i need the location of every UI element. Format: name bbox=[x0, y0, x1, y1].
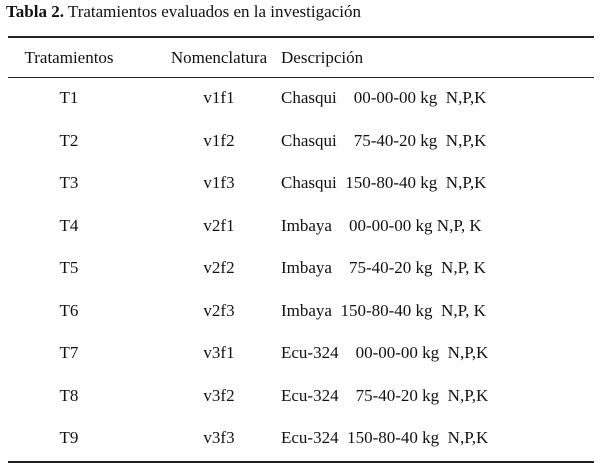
treatment-cell: T9 bbox=[59, 428, 79, 448]
nomenclature-cell: v3f2 bbox=[203, 385, 235, 405]
description-cell: Chasqui 75-40-20 kg N,P,K bbox=[281, 130, 487, 150]
treatment-cell: T5 bbox=[59, 258, 79, 278]
header-descripcion: Descripción bbox=[281, 47, 364, 67]
description-cell: Chasqui 150-80-40 kg N,P,K bbox=[281, 173, 487, 193]
table-row: T3 v1f3 Chasqui 150-80-40 kg N,P,K bbox=[8, 162, 594, 205]
nomenclature-cell: v2f2 bbox=[203, 258, 235, 278]
description-cell: Imbaya 00-00-00 kg N,P, K bbox=[281, 215, 482, 235]
header-tratamientos: Tratamientos bbox=[24, 47, 114, 67]
table-caption: Tabla 2. Tratamientos evaluados en la in… bbox=[6, 2, 361, 22]
table-row: T9 v3f3 Ecu-324 150-80-40 kg N,P,K bbox=[8, 417, 594, 460]
nomenclature-cell: v3f3 bbox=[203, 428, 235, 448]
table-header-rule bbox=[8, 77, 594, 78]
description-cell: Imbaya 75-40-20 kg N,P, K bbox=[281, 258, 486, 278]
nomenclature-cell: v1f1 bbox=[203, 88, 235, 108]
table-body: T1 v1f1 Chasqui 00-00-00 kg N,P,K T2 v1f2 Cha… bbox=[8, 77, 594, 460]
table-row: T4 v2f1 Imbaya 00-00-00 kg N,P, K bbox=[8, 205, 594, 248]
description-cell: Ecu-324 00-00-00 kg N,P,K bbox=[281, 343, 489, 363]
caption-label: Tabla 2. bbox=[6, 2, 64, 21]
table-bottom-rule bbox=[8, 461, 594, 463]
description-cell: Ecu-324 150-80-40 kg N,P,K bbox=[281, 428, 489, 448]
table-header-row: Tratamientos Nomenclatura Descripción bbox=[8, 38, 594, 77]
table-row: T6 v2f3 Imbaya 150-80-40 kg N,P, K bbox=[8, 290, 594, 333]
treatment-cell: T3 bbox=[59, 173, 79, 193]
table-row: T1 v1f1 Chasqui 00-00-00 kg N,P,K bbox=[8, 77, 594, 120]
table-row: T2 v1f2 Chasqui 75-40-20 kg N,P,K bbox=[8, 120, 594, 163]
treatments-table: Tratamientos Nomenclatura Descripción T1… bbox=[8, 38, 594, 460]
nomenclature-cell: v2f3 bbox=[203, 300, 235, 320]
caption-text: Tratamientos evaluados en la investigaci… bbox=[63, 2, 361, 21]
table-row: T7 v3f1 Ecu-324 00-00-00 kg N,P,K bbox=[8, 332, 594, 375]
table-row: T5 v2f2 Imbaya 75-40-20 kg N,P, K bbox=[8, 247, 594, 290]
nomenclature-cell: v1f3 bbox=[203, 173, 235, 193]
table-top-rule bbox=[8, 36, 594, 38]
treatment-cell: T2 bbox=[59, 130, 79, 150]
table-row: T8 v3f2 Ecu-324 75-40-20 kg N,P,K bbox=[8, 375, 594, 418]
header-nomenclatura: Nomenclatura bbox=[170, 47, 268, 67]
treatment-cell: T7 bbox=[59, 343, 79, 363]
treatment-cell: T8 bbox=[59, 385, 79, 405]
nomenclature-cell: v3f1 bbox=[203, 343, 235, 363]
nomenclature-cell: v1f2 bbox=[203, 130, 235, 150]
treatment-cell: T4 bbox=[59, 215, 79, 235]
nomenclature-cell: v2f1 bbox=[203, 215, 235, 235]
description-cell: Imbaya 150-80-40 kg N,P, K bbox=[281, 300, 486, 320]
description-cell: Ecu-324 75-40-20 kg N,P,K bbox=[281, 385, 489, 405]
treatment-cell: T6 bbox=[59, 300, 79, 320]
description-cell: Chasqui 00-00-00 kg N,P,K bbox=[281, 88, 487, 108]
treatment-cell: T1 bbox=[59, 88, 79, 108]
